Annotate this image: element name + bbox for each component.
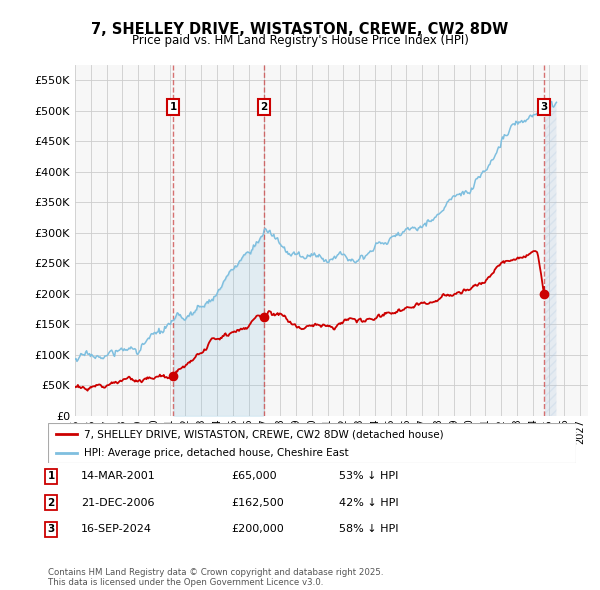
Text: 1: 1 <box>47 471 55 481</box>
Text: £200,000: £200,000 <box>231 525 284 534</box>
Text: 1: 1 <box>169 102 176 112</box>
Text: Price paid vs. HM Land Registry's House Price Index (HPI): Price paid vs. HM Land Registry's House … <box>131 34 469 47</box>
Text: £162,500: £162,500 <box>231 498 284 507</box>
Text: 3: 3 <box>47 525 55 534</box>
Text: 7, SHELLEY DRIVE, WISTASTON, CREWE, CW2 8DW (detached house): 7, SHELLEY DRIVE, WISTASTON, CREWE, CW2 … <box>84 430 443 440</box>
Text: HPI: Average price, detached house, Cheshire East: HPI: Average price, detached house, Ches… <box>84 448 349 458</box>
Text: £65,000: £65,000 <box>231 471 277 481</box>
Text: Contains HM Land Registry data © Crown copyright and database right 2025.
This d: Contains HM Land Registry data © Crown c… <box>48 568 383 587</box>
Text: 7, SHELLEY DRIVE, WISTASTON, CREWE, CW2 8DW: 7, SHELLEY DRIVE, WISTASTON, CREWE, CW2 … <box>91 22 509 37</box>
Text: 53% ↓ HPI: 53% ↓ HPI <box>339 471 398 481</box>
Text: 58% ↓ HPI: 58% ↓ HPI <box>339 525 398 534</box>
Text: 14-MAR-2001: 14-MAR-2001 <box>81 471 156 481</box>
FancyBboxPatch shape <box>48 423 576 463</box>
Text: 21-DEC-2006: 21-DEC-2006 <box>81 498 155 507</box>
Text: 2: 2 <box>260 102 268 112</box>
Text: 42% ↓ HPI: 42% ↓ HPI <box>339 498 398 507</box>
Text: 3: 3 <box>541 102 548 112</box>
Text: 2: 2 <box>47 498 55 507</box>
Text: 16-SEP-2024: 16-SEP-2024 <box>81 525 152 534</box>
